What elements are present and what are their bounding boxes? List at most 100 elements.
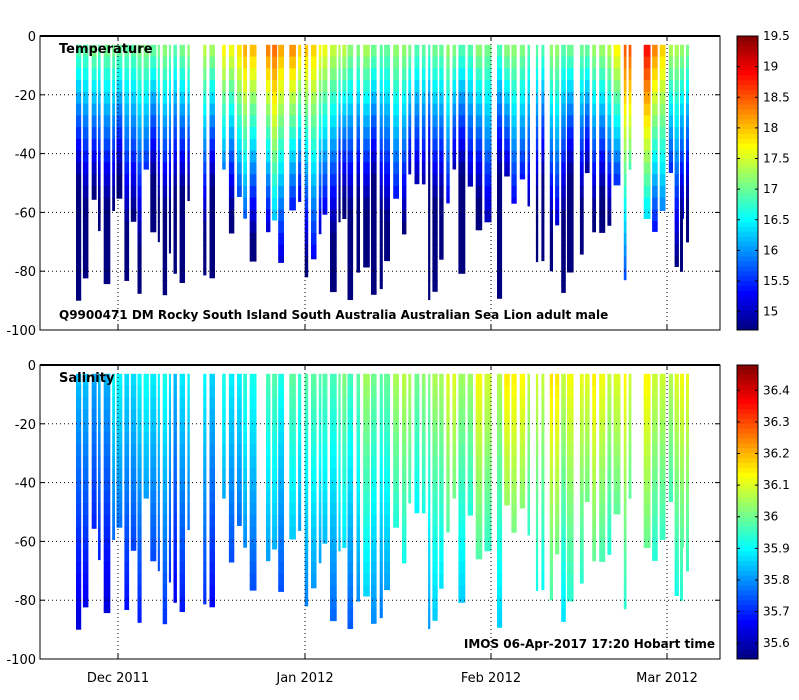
cast-cell — [91, 503, 97, 516]
cast-cell — [458, 597, 466, 603]
cast-cell — [347, 385, 354, 398]
cast-cell — [228, 514, 235, 528]
cast-cell — [162, 268, 168, 281]
cast-cell — [659, 138, 666, 152]
cast-cell — [249, 174, 257, 187]
cast-cell — [607, 491, 612, 504]
colorbar-segment — [737, 448, 758, 454]
cast-cell — [103, 467, 111, 481]
cast-cell — [162, 115, 168, 128]
cast-cell — [561, 44, 566, 58]
cast-cell — [458, 268, 466, 274]
colorbar-segment — [737, 163, 758, 169]
cast-cell — [452, 420, 457, 434]
cast-cell — [371, 44, 377, 58]
cast-cell — [623, 597, 627, 610]
cast-profile — [168, 373, 171, 583]
cast-cell — [567, 138, 574, 152]
cast-cell — [652, 197, 658, 211]
cast-cell — [393, 397, 399, 410]
cast-cell — [103, 103, 111, 116]
cast-cell — [674, 385, 679, 398]
cast-cell — [278, 562, 284, 575]
cast-cell — [680, 103, 683, 116]
cast-cell — [379, 127, 383, 140]
cast-cell — [599, 209, 606, 222]
cast-cell — [330, 562, 337, 575]
cast-cell — [652, 115, 658, 128]
cast-cell — [511, 150, 517, 164]
cast-cell — [458, 514, 466, 528]
cast-cell — [228, 456, 235, 469]
cast-cell — [686, 150, 689, 164]
cast-cell — [137, 526, 142, 540]
cast-cell — [243, 514, 247, 528]
cast-cell — [278, 432, 284, 445]
cast-cell — [628, 115, 632, 128]
cast-cell — [347, 432, 354, 445]
cast-cell — [82, 91, 89, 105]
cast-cell — [561, 503, 566, 516]
cast-cell — [475, 432, 483, 445]
cast-cell — [549, 115, 553, 128]
cast-cell — [137, 456, 142, 469]
colorbar-tick-label: 35.9 — [763, 541, 790, 555]
colorbar-segment — [737, 315, 758, 321]
cast-cell — [278, 103, 284, 116]
cast-cell — [511, 44, 517, 58]
cast-cell — [584, 91, 590, 105]
cast-cell — [379, 56, 383, 69]
cast-cell — [439, 185, 444, 199]
cast-cell — [439, 115, 444, 128]
cast-cell — [342, 56, 347, 69]
cast-cell — [272, 138, 278, 152]
cast-cell — [168, 397, 171, 410]
cast-cell — [567, 550, 574, 563]
cast-cell — [527, 491, 530, 504]
cast-cell — [527, 103, 530, 116]
cast-cell — [680, 573, 683, 587]
cast-cell — [439, 409, 444, 422]
cast-profile — [414, 373, 420, 514]
cast-cell — [428, 68, 431, 81]
cast-cell — [228, 103, 235, 116]
cast-cell — [150, 397, 157, 410]
cast-cell — [103, 573, 111, 587]
cast-cell — [421, 127, 426, 140]
cast-cell — [579, 91, 584, 105]
cast-cell — [298, 44, 302, 58]
cast-cell — [137, 56, 142, 69]
cast-cell — [311, 456, 317, 469]
cast-cell — [116, 409, 123, 422]
cast-cell — [311, 44, 317, 58]
data-casts — [76, 44, 689, 301]
cast-cell — [659, 80, 666, 93]
cast-cell — [659, 409, 666, 422]
cast-cell — [143, 138, 149, 152]
cast-cell — [179, 162, 185, 175]
cast-cell — [484, 491, 492, 504]
colorbar-segment — [737, 187, 758, 194]
cast-cell — [137, 420, 142, 434]
cast-cell — [549, 174, 553, 187]
cast-profile — [467, 373, 473, 516]
cast-cell — [318, 397, 322, 410]
cast-cell — [519, 420, 526, 434]
cast-cell — [203, 562, 207, 575]
cast-cell — [243, 373, 247, 387]
cast-cell — [384, 444, 390, 457]
cast-cell — [467, 479, 473, 493]
cast-cell — [237, 373, 242, 387]
cast-cell — [541, 409, 545, 422]
cast-cell — [266, 467, 271, 481]
cast-cell — [371, 174, 377, 187]
cast-cell — [607, 397, 612, 410]
cast-cell — [674, 256, 679, 267]
cast-cell — [168, 138, 171, 152]
cast-cell — [592, 491, 596, 504]
cast-cell — [458, 420, 466, 434]
cast-cell — [668, 68, 673, 81]
cast-cell — [484, 115, 492, 128]
cast-cell — [249, 256, 257, 262]
